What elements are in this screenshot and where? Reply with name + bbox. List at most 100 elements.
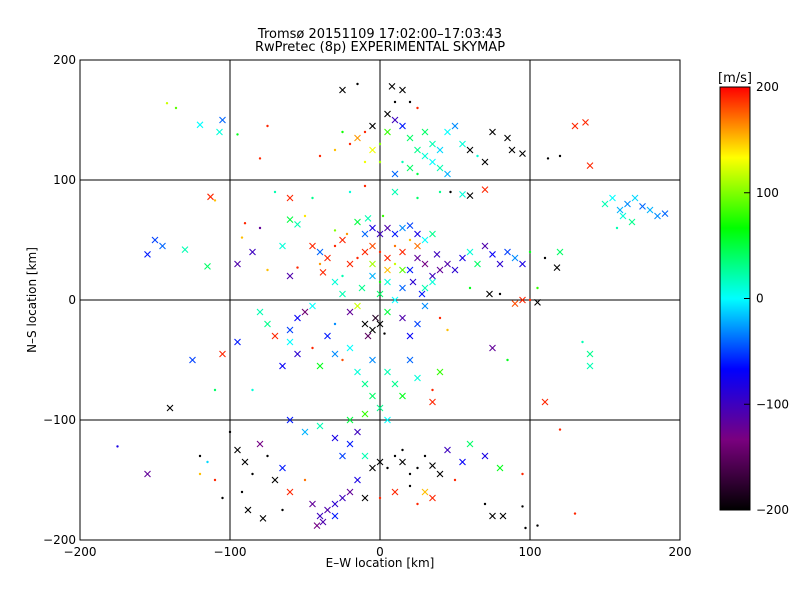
scatter-cross-marker: [436, 368, 444, 376]
scatter-cross-marker: [582, 119, 589, 126]
cross-stroke: [369, 260, 376, 268]
scatter-cross-marker: [369, 464, 376, 472]
scatter-cross-marker: [354, 428, 361, 436]
cross-stroke: [364, 215, 372, 222]
scatter-cross-marker: [421, 284, 429, 292]
cross-stroke: [324, 254, 331, 262]
cross-stroke: [421, 302, 429, 310]
scatter-cross-marker: [301, 308, 309, 316]
scatter-dot-marker: [273, 190, 277, 194]
cross-stroke: [459, 140, 466, 148]
cross-stroke: [391, 380, 399, 388]
cross-stroke: [384, 308, 391, 316]
scatter-cross-marker: [264, 320, 271, 328]
cross-stroke: [309, 302, 316, 310]
cross-stroke: [286, 216, 294, 223]
scatter-cross-marker: [369, 356, 376, 364]
scatter-cross-marker: [286, 338, 294, 346]
scatter-cross-marker: [619, 212, 627, 220]
scatter-cross-marker: [364, 332, 372, 340]
scatter-cross-marker: [489, 251, 496, 258]
cross-stroke: [421, 284, 429, 292]
scatter-cross-marker: [369, 392, 376, 400]
cross-stroke: [369, 272, 376, 280]
cross-stroke: [414, 242, 421, 250]
scatter-cross-marker: [421, 152, 429, 160]
scatter-cross-marker: [444, 170, 451, 178]
scatter-dot-marker: [348, 190, 352, 194]
scatter-dot-marker: [341, 274, 344, 278]
cross-stroke: [294, 350, 301, 358]
colorbar-tick-label: 0: [756, 292, 764, 306]
scatter-cross-marker: [399, 86, 406, 94]
scatter-cross-marker: [406, 356, 414, 364]
cross-stroke: [286, 488, 294, 496]
scatter-cross-marker: [369, 146, 376, 154]
scatter-dot-marker: [174, 106, 178, 110]
scatter-cross-marker: [586, 162, 594, 169]
scatter-cross-marker: [421, 236, 429, 244]
cross-stroke: [384, 266, 391, 274]
x-tick-label: −100: [214, 545, 247, 559]
cross-stroke: [406, 356, 414, 364]
cross-stroke: [646, 206, 654, 214]
cross-stroke: [324, 506, 331, 514]
cross-stroke: [369, 326, 376, 334]
scatter-cross-marker: [369, 272, 376, 280]
scatter-dot-marker: [408, 472, 412, 476]
scatter-dot-marker: [408, 484, 412, 488]
cross-stroke: [234, 260, 241, 268]
cross-stroke: [219, 350, 226, 358]
cross-stroke: [466, 192, 474, 199]
scatter-cross-marker: [339, 290, 346, 298]
scatter-cross-marker: [654, 212, 661, 220]
scatter-cross-marker: [511, 300, 519, 307]
cross-stroke: [159, 242, 166, 250]
scatter-cross-marker: [279, 362, 286, 370]
scatter-cross-marker: [144, 470, 151, 478]
cross-stroke: [444, 170, 451, 178]
scatter-dot-marker: [416, 172, 419, 176]
cross-stroke: [399, 266, 406, 274]
scatter-dot-marker: [521, 505, 524, 508]
scatter-dot-marker: [333, 244, 337, 248]
scatter-cross-marker: [429, 272, 436, 280]
scatter-cross-marker: [319, 518, 327, 526]
cross-stroke: [429, 398, 436, 406]
cross-stroke: [436, 470, 444, 478]
cross-stroke: [256, 440, 264, 448]
cross-stroke: [391, 170, 399, 178]
cross-stroke: [418, 290, 426, 298]
cross-stroke: [481, 452, 489, 460]
scatter-cross-marker: [339, 86, 346, 94]
scatter-dot-marker: [521, 472, 524, 476]
scatter-cross-marker: [429, 278, 436, 286]
colorbar-tick-label: 100: [756, 186, 779, 200]
colorbar-ticks: 200 100 0 −100 −200: [744, 80, 789, 517]
cross-stroke: [384, 254, 391, 262]
scatter-cross-marker: [571, 122, 579, 130]
scatter-dot-marker: [558, 428, 562, 431]
cross-stroke: [369, 146, 376, 154]
scatter-dot-marker: [506, 358, 509, 362]
scatter-cross-marker: [331, 350, 339, 358]
cross-stroke: [582, 119, 589, 126]
scatter-dot-marker: [281, 508, 284, 512]
scatter-cross-marker: [376, 230, 384, 238]
scatter-cross-marker: [486, 290, 493, 298]
cross-stroke: [504, 134, 511, 142]
cross-stroke: [421, 260, 429, 268]
scatter-cross-marker: [271, 332, 279, 340]
chart-title: Tromsø 20151109 17:02:00–17:03:43: [257, 27, 502, 42]
cross-stroke: [406, 332, 414, 340]
scatter-cross-marker: [369, 122, 376, 130]
scatter-cross-marker: [294, 221, 301, 228]
scatter-cross-marker: [369, 224, 376, 232]
cross-stroke: [436, 164, 444, 172]
scatter-cross-marker: [384, 368, 391, 376]
scatter-cross-marker: [406, 134, 414, 142]
scatter-cross-marker: [384, 416, 391, 424]
cross-stroke: [519, 296, 526, 304]
cross-stroke: [301, 428, 309, 436]
chart-subtitle: RwPretec (8p) EXPERIMENTAL SKYMAP: [255, 40, 505, 55]
